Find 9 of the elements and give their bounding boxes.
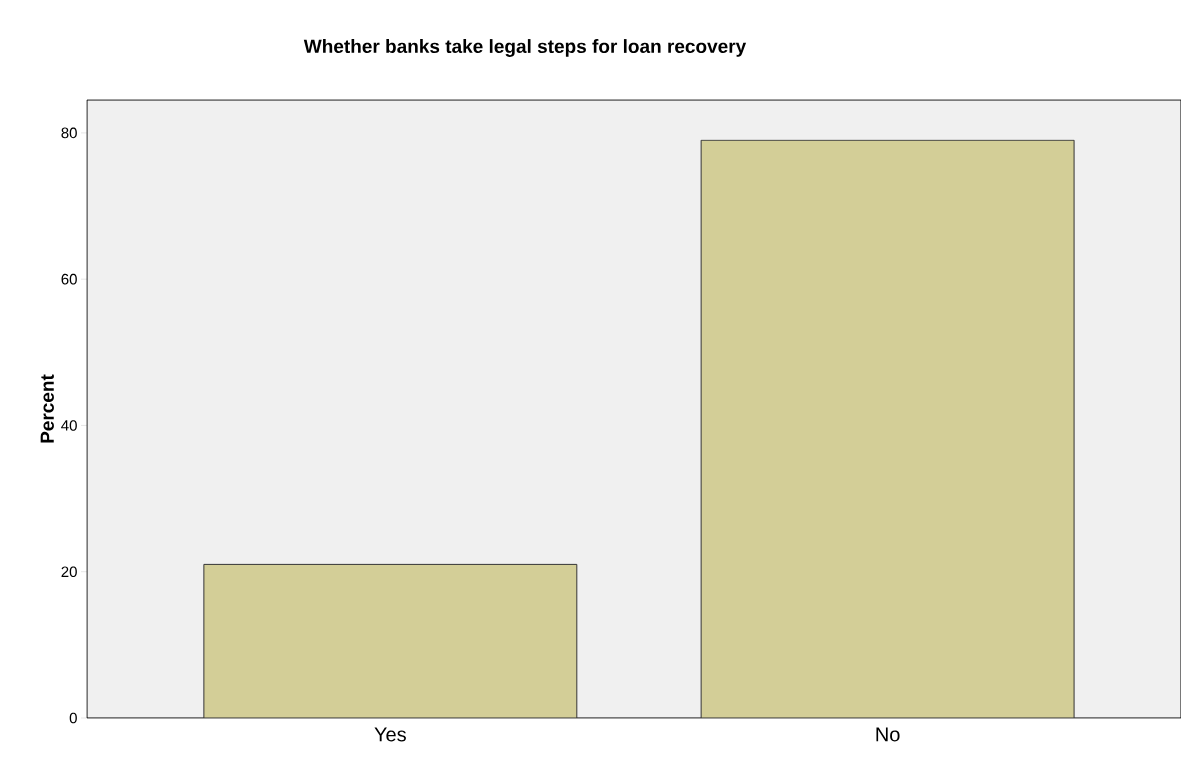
y-tick-label: 40 (61, 420, 77, 431)
y-axis-title: Percent (40, 374, 54, 443)
y-tick-label: 80 (61, 127, 77, 139)
x-tick-label: Yes (374, 727, 406, 742)
y-tick-label: 0 (69, 712, 77, 724)
y-tick-label: 60 (61, 273, 77, 285)
y-tick-label: 20 (61, 566, 77, 578)
chart-title: Whether banks take legal steps for loan recovery (303, 39, 747, 57)
x-tick-label: No (876, 727, 900, 742)
